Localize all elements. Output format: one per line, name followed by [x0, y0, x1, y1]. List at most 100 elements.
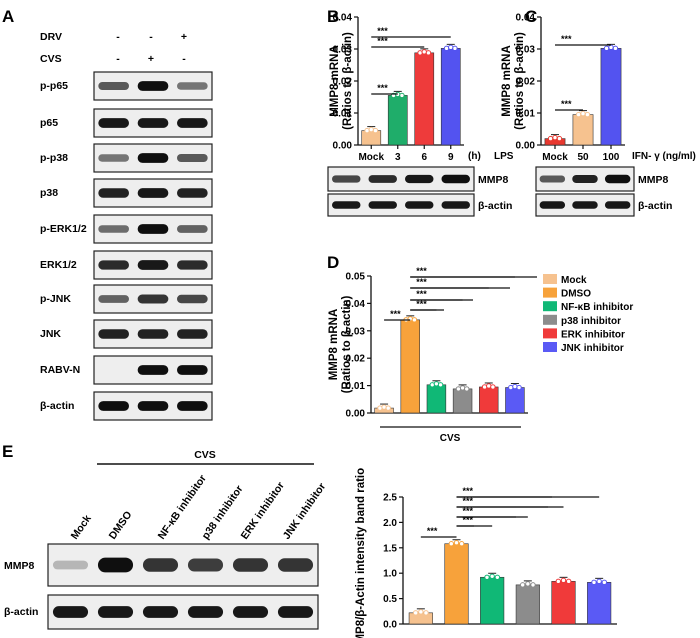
blot-label: β-actin: [40, 400, 74, 412]
bar: [515, 584, 540, 625]
blot-band: [98, 225, 130, 233]
data-point: [372, 127, 379, 134]
bar: [414, 52, 435, 146]
data-point: [385, 405, 391, 411]
blot-band: [277, 606, 314, 618]
y-axis-title: MMP8 mRNA: [328, 309, 340, 381]
data-point: [547, 135, 554, 142]
blot-band: [137, 224, 169, 234]
data-point: [575, 111, 582, 118]
blot-band: [98, 260, 130, 270]
cvs-group-label: CVS: [194, 449, 216, 461]
bar: [600, 48, 622, 146]
blot-band: [176, 153, 208, 163]
legend-swatch: [543, 287, 557, 298]
bar: [444, 543, 469, 625]
bar: [505, 387, 525, 414]
panel-letter-e: E: [2, 442, 13, 461]
blot-band: [97, 606, 134, 618]
data-point: [591, 579, 597, 586]
blot-band: [176, 260, 208, 270]
bar: [426, 384, 447, 414]
lane-label: JNK inhibitor: [281, 481, 329, 542]
significance-stars: ***: [416, 289, 427, 299]
bar: [452, 388, 473, 414]
sign: -: [116, 53, 120, 65]
blot-band: [405, 174, 434, 184]
blot-band: [604, 174, 631, 184]
significance-stars: ***: [377, 83, 388, 93]
y-tick-label: 0.02: [516, 77, 536, 88]
x-unit: (h): [468, 151, 481, 162]
blot-label: MMP8: [638, 174, 668, 186]
y-tick-label: 0.01: [333, 109, 353, 120]
blot-band: [137, 81, 169, 91]
blot-band: [405, 201, 434, 209]
blot-label: p65: [40, 117, 58, 129]
blot-label: β-actin: [638, 200, 672, 212]
x-axis-title: IFN- γ (ng/ml): [632, 151, 696, 162]
panel-c-blots: MMP8 β-actin: [535, 166, 672, 217]
blot-label: RABV-N: [40, 364, 80, 376]
data-point: [603, 45, 610, 52]
data-point: [421, 49, 427, 55]
lane-label: Mock: [69, 513, 94, 542]
panel-d-chart: 0.00 0.01 0.02 0.03 0.04 0.05 MMP8 mRNA (Ratios…: [328, 266, 633, 444]
x-tick-label: 50: [577, 152, 589, 163]
data-point: [530, 582, 536, 588]
data-point: [452, 45, 458, 52]
x-tick-label: 100: [603, 152, 620, 163]
blot-band: [176, 118, 208, 128]
blot-band: [187, 558, 224, 572]
x-tick-label: Mock: [542, 152, 568, 163]
blot-band: [187, 606, 224, 618]
blot-label: p-JNK: [40, 293, 71, 305]
bar: [587, 582, 612, 625]
data-point: [580, 110, 586, 117]
y-tick-label: 2.5: [383, 493, 397, 504]
blot-band: [539, 175, 566, 183]
y-axis-title: MMP8 mRNA: [329, 45, 341, 117]
data-point: [417, 50, 423, 56]
blot-band: [98, 118, 130, 128]
blot-label: JNK: [40, 328, 61, 340]
y-tick-label: 1.0: [383, 569, 397, 580]
x-tick-label: Mock: [358, 152, 384, 163]
x-axis-title: LPS: [494, 151, 514, 162]
y-tick-label: 0.00: [346, 409, 366, 420]
data-point: [423, 610, 429, 616]
blot-label: ERK1/2: [40, 259, 77, 271]
blot-band: [232, 606, 269, 618]
legend-label: NF-κB inhibitor: [561, 302, 633, 313]
data-point: [411, 317, 418, 323]
bar: [400, 319, 420, 414]
blot-band: [137, 153, 169, 163]
blot-frame: [47, 543, 319, 587]
sign: -: [116, 31, 120, 43]
y-tick-label: 0.00: [516, 141, 536, 152]
x-tick-label: 6: [421, 152, 427, 163]
y-tick-label: 0.01: [516, 109, 536, 120]
y-tick-label: 0.0: [383, 620, 397, 631]
panel-b-blots: MMP8 β-actin: [327, 166, 512, 217]
cvs-label: CVS: [40, 53, 62, 65]
data-point: [364, 127, 370, 134]
data-point: [448, 541, 455, 547]
data-point: [556, 135, 563, 142]
blot-band: [137, 118, 169, 128]
blot-label: p-p65: [40, 80, 68, 92]
significance-stars: ***: [463, 486, 474, 496]
panel-a-blots: p-p65 p65 p-p38 p38 p-ERK1/2 ERK1/2 p-JNK JNK RA…: [40, 71, 213, 421]
data-point: [368, 126, 374, 133]
drv-label: DRV: [40, 31, 62, 43]
sign: -: [182, 53, 186, 65]
y-tick-label: 0.5: [383, 594, 397, 605]
blot-band: [137, 188, 169, 198]
data-point: [453, 540, 460, 546]
significance-stars: ***: [377, 26, 388, 36]
x-tick-label: 3: [395, 152, 401, 163]
blot-band: [332, 201, 361, 209]
